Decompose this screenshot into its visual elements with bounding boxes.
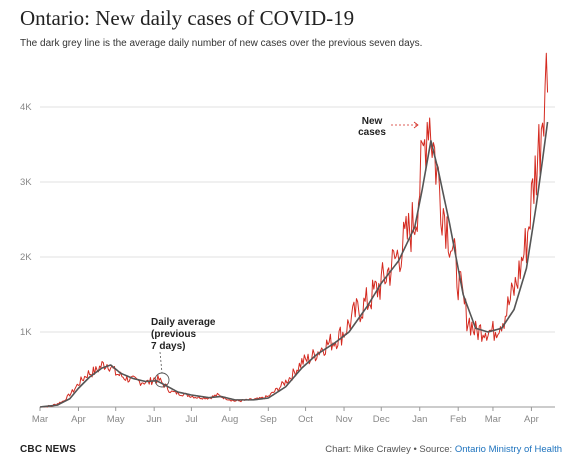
x-tick-label: Mar bbox=[32, 414, 48, 425]
y-tick-label: 4K bbox=[20, 102, 32, 113]
x-tick-label: Nov bbox=[336, 414, 353, 425]
x-tick-label: Jul bbox=[185, 414, 197, 425]
x-tick-label: Dec bbox=[373, 414, 390, 425]
annotation-new-cases-arrow bbox=[413, 121, 419, 129]
x-tick-label: Oct bbox=[298, 414, 313, 425]
annotation-line: Daily average bbox=[151, 317, 216, 328]
series-lines bbox=[39, 52, 549, 408]
x-tick-label: May bbox=[107, 414, 125, 425]
annotation-line: (previous bbox=[151, 329, 196, 340]
annotation-line: cases bbox=[358, 127, 386, 138]
x-tick-label: Jan bbox=[412, 414, 427, 425]
credit-author: Chart: Mike Crawley bbox=[325, 444, 411, 455]
chart-subtitle: The dark grey line is the average daily … bbox=[20, 38, 423, 49]
x-axis-ticks: Mar Apr May Jun Jul Aug Sep Oct Nov Dec Jan Feb Mar A… bbox=[32, 407, 539, 425]
grid-lines bbox=[40, 106, 555, 408]
series-new-cases bbox=[39, 52, 549, 408]
annotation-daily-average-circle bbox=[154, 372, 170, 388]
cbc-news-logo: CBC NEWS bbox=[20, 444, 77, 455]
series-seven-day-average bbox=[39, 121, 549, 408]
annotation-daily-average-leader bbox=[159, 351, 163, 374]
x-tick-label: Feb bbox=[450, 414, 466, 425]
y-tick-label: 1K bbox=[20, 327, 32, 338]
y-axis-ticks: 1K 2K 3K 4K bbox=[20, 102, 32, 338]
y-tick-label: 3K bbox=[20, 177, 32, 188]
chart-credit: Chart: Mike Crawley • Source: Ontario Mi… bbox=[325, 444, 562, 455]
annotation-new-cases-label: New cases bbox=[358, 116, 386, 138]
annotation-daily-average-label: Daily average (previous 7 days) bbox=[151, 317, 216, 352]
credit-separator: • Source: bbox=[410, 444, 455, 455]
x-tick-label: Apr bbox=[524, 414, 539, 425]
annotations: New cases Daily average (previous 7 days) bbox=[151, 116, 419, 388]
chart-title: Ontario: New daily cases of COVID-19 bbox=[20, 6, 355, 30]
annotation-line: New bbox=[362, 116, 383, 127]
source-link[interactable]: Ontario Ministry of Health bbox=[454, 444, 562, 455]
x-tick-label: Mar bbox=[485, 414, 501, 425]
x-tick-label: Aug bbox=[221, 414, 238, 425]
x-tick-label: Jun bbox=[147, 414, 162, 425]
annotation-line: 7 days) bbox=[151, 341, 185, 352]
x-tick-label: Apr bbox=[71, 414, 86, 425]
y-tick-label: 2K bbox=[20, 252, 32, 263]
x-tick-label: Sep bbox=[260, 414, 277, 425]
